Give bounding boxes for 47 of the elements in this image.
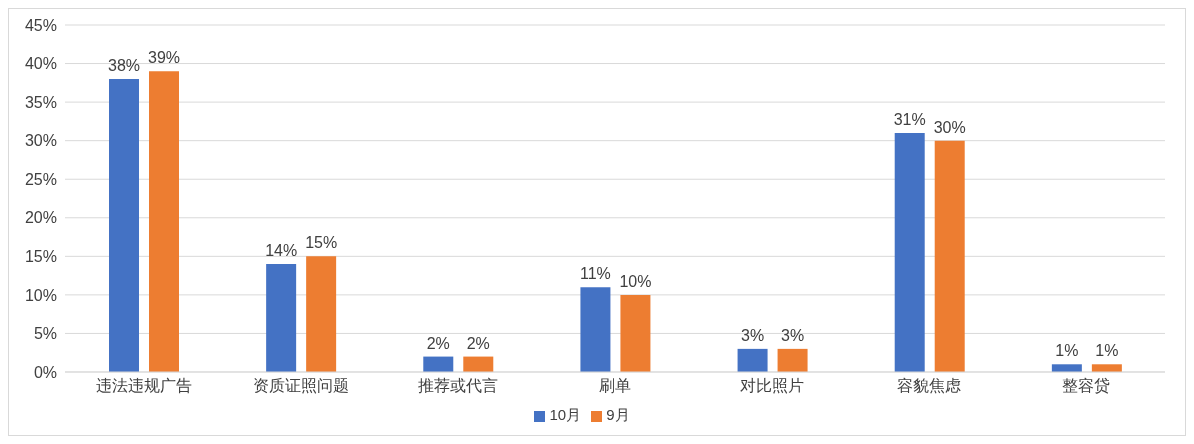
- y-tick-label: 35%: [24, 93, 57, 111]
- bar: [423, 356, 454, 372]
- y-tick-label: 5%: [33, 325, 57, 343]
- x-tick-label: 刷单: [599, 377, 631, 395]
- bar: [580, 287, 611, 372]
- bar: [1051, 364, 1082, 372]
- x-tick-label: 资质证照问题: [252, 377, 349, 395]
- data-label: 38%: [107, 56, 141, 74]
- x-tick-label: 推荐或代言: [417, 377, 498, 395]
- y-tick-label: 45%: [24, 16, 57, 34]
- data-label: 1%: [1095, 342, 1119, 360]
- y-tick-label: 15%: [24, 248, 57, 266]
- x-tick-label: 容貌焦虑: [897, 377, 962, 395]
- bar: [306, 256, 337, 372]
- y-tick-label: 30%: [24, 132, 57, 150]
- bar: [1091, 364, 1122, 372]
- bar: [109, 78, 139, 372]
- y-tick-label: 0%: [33, 363, 57, 381]
- bar: [463, 356, 494, 372]
- data-label: 30%: [933, 118, 966, 136]
- data-label: 10%: [619, 272, 652, 290]
- y-tick-label: 10%: [24, 286, 57, 304]
- data-label: 2%: [426, 334, 450, 352]
- data-label: 1%: [1055, 342, 1079, 360]
- x-tick-label: 违法违规广告: [95, 377, 192, 395]
- bar: [894, 132, 925, 372]
- data-label: 3%: [741, 326, 765, 344]
- x-tick-label: 对比照片: [740, 377, 805, 395]
- bar: [266, 264, 297, 372]
- bar: [149, 71, 179, 372]
- bar: [777, 348, 808, 372]
- y-tick-label: 20%: [24, 209, 57, 227]
- legend-label: 10月: [549, 406, 582, 423]
- data-label: 15%: [305, 234, 338, 252]
- data-label: 3%: [781, 326, 805, 344]
- y-tick-label: 25%: [24, 170, 57, 188]
- bar: [934, 140, 965, 372]
- bar: [620, 294, 651, 372]
- data-label: 11%: [580, 265, 611, 283]
- data-label: 31%: [893, 110, 926, 128]
- x-tick-label: 整容贷: [1062, 377, 1111, 395]
- data-label: 14%: [265, 242, 298, 260]
- data-label: 39%: [147, 49, 181, 67]
- data-label: 2%: [466, 334, 490, 352]
- legend-label: 9月: [606, 406, 630, 423]
- y-tick-label: 40%: [24, 55, 57, 73]
- bar: [737, 348, 768, 372]
